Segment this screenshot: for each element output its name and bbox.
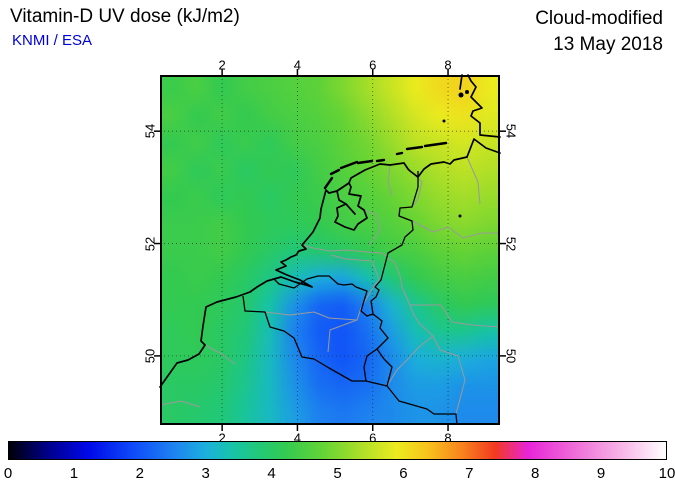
colorbar-tick-label: 9: [596, 465, 606, 482]
axis-tick-label: 6: [369, 430, 377, 446]
dutch-province-line: [387, 164, 393, 197]
map-panel: 2 2 4 4 6 6 8 8 54 54 52 52 50 50: [143, 58, 519, 446]
german-state-border-line: [411, 220, 500, 239]
product-mode-label: Cloud-modified: [535, 8, 663, 29]
colorbar-tick-label: 5: [333, 465, 342, 482]
helgoland-island-dot: [442, 119, 446, 123]
axis-ticks: [154, 69, 506, 431]
axis-tick-label: 2: [218, 430, 226, 446]
axis-tick-label: 50: [503, 348, 519, 364]
coastline-path: [159, 138, 501, 388]
header-right: Cloud-modified 13 May 2018: [535, 6, 663, 58]
moselle-river-line: [386, 335, 434, 387]
colorbar-tick-label: 1: [69, 465, 79, 482]
colorbar-tick-label: 7: [465, 465, 474, 482]
german-state-border-line-south: [410, 304, 501, 328]
colorbar: [8, 441, 667, 460]
axis-tick-label: 50: [142, 348, 158, 364]
colorbar-tick-label: 6: [399, 465, 408, 482]
axis-tick-label: 4: [293, 430, 302, 446]
weser-river-line: [466, 156, 481, 205]
axis-tick-label: 52: [142, 236, 158, 251]
seine-region-line: [159, 400, 201, 408]
amrum-island-dot: [465, 90, 469, 94]
foehr-island-dot: [458, 92, 464, 98]
coastlines-and-borders: [159, 74, 501, 426]
rhine-river-line: [301, 244, 466, 415]
french-internal-line: [204, 344, 236, 365]
axis-tick-label: 52: [503, 236, 519, 251]
elbe-north-coast-path: [467, 74, 501, 138]
colorbar-tick-label: 2: [135, 465, 144, 482]
colorbar-tick-label: 8: [531, 465, 540, 482]
uv-field-heatmap: [160, 75, 500, 425]
page-title: Vitamin-D UV dose (kJ/m2): [10, 6, 240, 27]
date-label: 13 May 2018: [553, 34, 663, 55]
axis-tick-label: 2: [218, 57, 226, 73]
map-frame: [160, 75, 500, 425]
ijssel-river-line: [363, 209, 381, 246]
lake-dot: [458, 214, 462, 218]
houtribdijk-path: [345, 203, 356, 215]
axis-tick-label: 54: [503, 123, 519, 139]
colorbar-tick-label: 10: [658, 465, 675, 482]
colorbar-tick-label: 4: [267, 465, 276, 482]
map-overlay: [154, 69, 506, 431]
source-credit: KNMI / ESA: [12, 32, 93, 49]
colorbar-tick-label: 0: [3, 465, 13, 482]
axis-tick-label: 8: [444, 57, 452, 73]
colorbar-labels: 0 1 2 3 4 5 6 7 8 9 10: [0, 465, 675, 485]
sylt-island-path: [459, 74, 463, 90]
wadden-islands-path: [323, 141, 448, 190]
axis-tick-label: 54: [142, 123, 158, 139]
france-belgium-germany-border-path: [242, 295, 458, 426]
graticule-grid: [160, 75, 500, 425]
meuse-river-line: [327, 254, 380, 353]
axis-tick-label: 4: [293, 57, 302, 73]
belgium-luxembourg-border-path: [363, 348, 378, 382]
ijsselmeer-shore-path: [334, 182, 368, 231]
netherlands-germany-border-path: [370, 171, 419, 315]
belgium-netherlands-border-path: [273, 275, 374, 317]
axis-tick-label: 6: [369, 57, 377, 73]
belgian-internal-line: [264, 311, 358, 321]
belgium-germany-luxembourg-border-path: [372, 313, 393, 387]
colorbar-tick-label: 3: [201, 465, 210, 482]
axis-tick-label: 8: [444, 430, 452, 446]
